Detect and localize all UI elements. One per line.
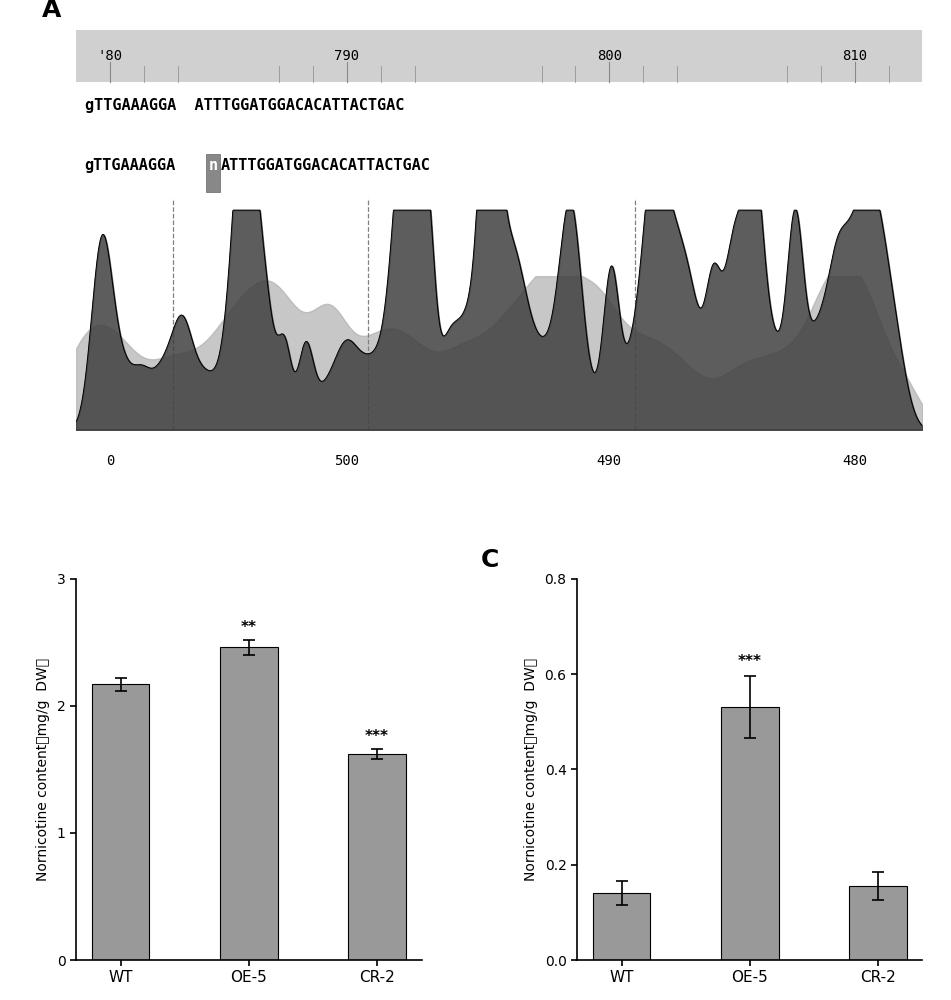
- Text: ***: ***: [365, 729, 389, 744]
- Text: 810: 810: [843, 49, 867, 63]
- Text: 800: 800: [596, 49, 622, 63]
- Text: ***: ***: [738, 654, 762, 669]
- Text: 490: 490: [596, 454, 622, 468]
- Text: **: **: [241, 620, 257, 635]
- Text: 790: 790: [335, 49, 359, 63]
- Text: A: A: [42, 0, 62, 22]
- Text: 500: 500: [335, 454, 359, 468]
- Y-axis label: Nornicotine content（mg/g  DW）: Nornicotine content（mg/g DW）: [36, 658, 49, 881]
- Bar: [721, 707, 779, 960]
- Y-axis label: Nornicotine content（mg/g  DW）: Nornicotine content（mg/g DW）: [524, 658, 537, 881]
- Text: n: n: [209, 158, 218, 173]
- Bar: [849, 886, 906, 960]
- Text: ATTTGGATGGACACATTACTGAC: ATTTGGATGGACACATTACTGAC: [221, 158, 430, 173]
- Bar: [592, 893, 650, 960]
- Text: 480: 480: [843, 454, 867, 468]
- Bar: [92, 684, 149, 960]
- Text: C: C: [480, 548, 498, 572]
- Text: '80: '80: [97, 49, 123, 63]
- Text: gTTGAAAGGA: gTTGAAAGGA: [85, 158, 176, 173]
- FancyBboxPatch shape: [206, 154, 221, 192]
- Text: gTTGAAAGGA  ATTTGGATGGACACATTACTGAC: gTTGAAAGGA ATTTGGATGGACACATTACTGAC: [85, 98, 404, 113]
- Text: 0: 0: [106, 454, 114, 468]
- FancyBboxPatch shape: [76, 30, 922, 82]
- Bar: [348, 754, 406, 960]
- Bar: [220, 647, 278, 960]
